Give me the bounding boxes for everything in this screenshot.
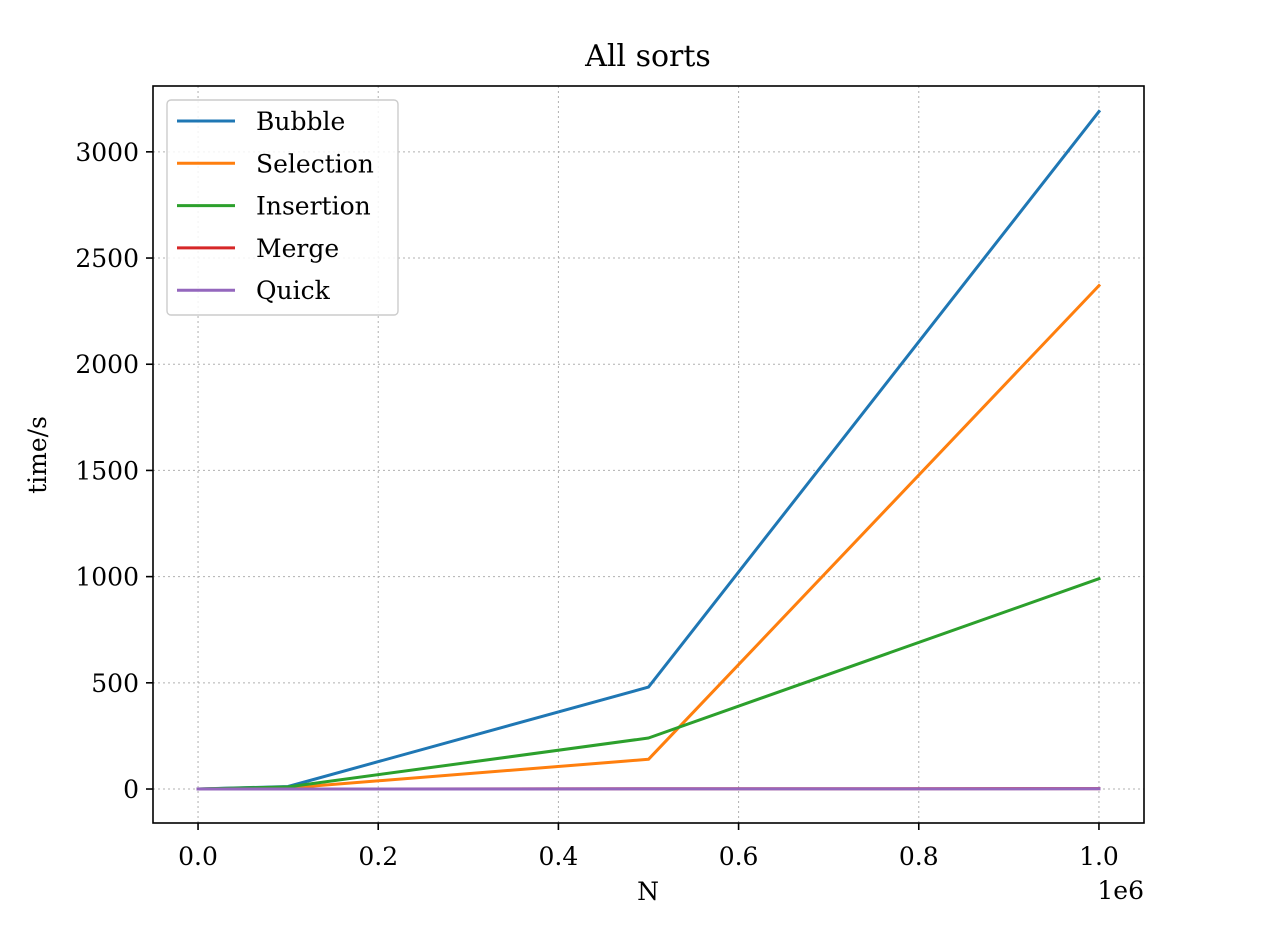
plot-area-frame <box>152 85 1145 824</box>
y-tick-label: 2000 <box>75 350 139 379</box>
legend-label-bubble: Bubble <box>256 107 345 136</box>
y-tick-label: 500 <box>91 669 139 698</box>
series-line-selection <box>196 283 1102 791</box>
chart-title: All sorts <box>584 39 711 74</box>
x-axis-offset-label: 1e6 <box>1097 876 1144 905</box>
x-tick-label: 0.6 <box>719 842 759 871</box>
x-tick-label: 0.0 <box>178 842 218 871</box>
legend: Bubble Selection Insertion Merge Quick <box>166 99 399 316</box>
y-tick-label: 1500 <box>75 456 139 485</box>
y-axis-ticks: 0 500 1000 1500 2000 2500 3000 <box>75 138 153 804</box>
y-tick-label: 1000 <box>75 563 139 592</box>
x-tick-label: 0.4 <box>539 842 579 871</box>
legend-label-insertion: Insertion <box>256 192 371 221</box>
x-tick-label: 0.8 <box>899 842 939 871</box>
legend-label-merge: Merge <box>256 234 339 263</box>
x-axis-ticks: 0.0 0.2 0.4 0.6 0.8 1.0 <box>178 823 1119 871</box>
x-tick-label: 1.0 <box>1079 842 1119 871</box>
y-tick-label: 0 <box>123 775 139 804</box>
y-tick-label: 3000 <box>75 138 139 167</box>
x-axis-label: N <box>637 877 659 906</box>
series-lines <box>196 109 1102 791</box>
y-axis-label: time/s <box>23 416 52 494</box>
legend-box <box>166 99 399 316</box>
legend-label-selection: Selection <box>256 149 374 178</box>
y-tick-label: 2500 <box>75 244 139 273</box>
x-tick-label: 0.2 <box>358 842 398 871</box>
legend-label-quick: Quick <box>256 276 331 305</box>
